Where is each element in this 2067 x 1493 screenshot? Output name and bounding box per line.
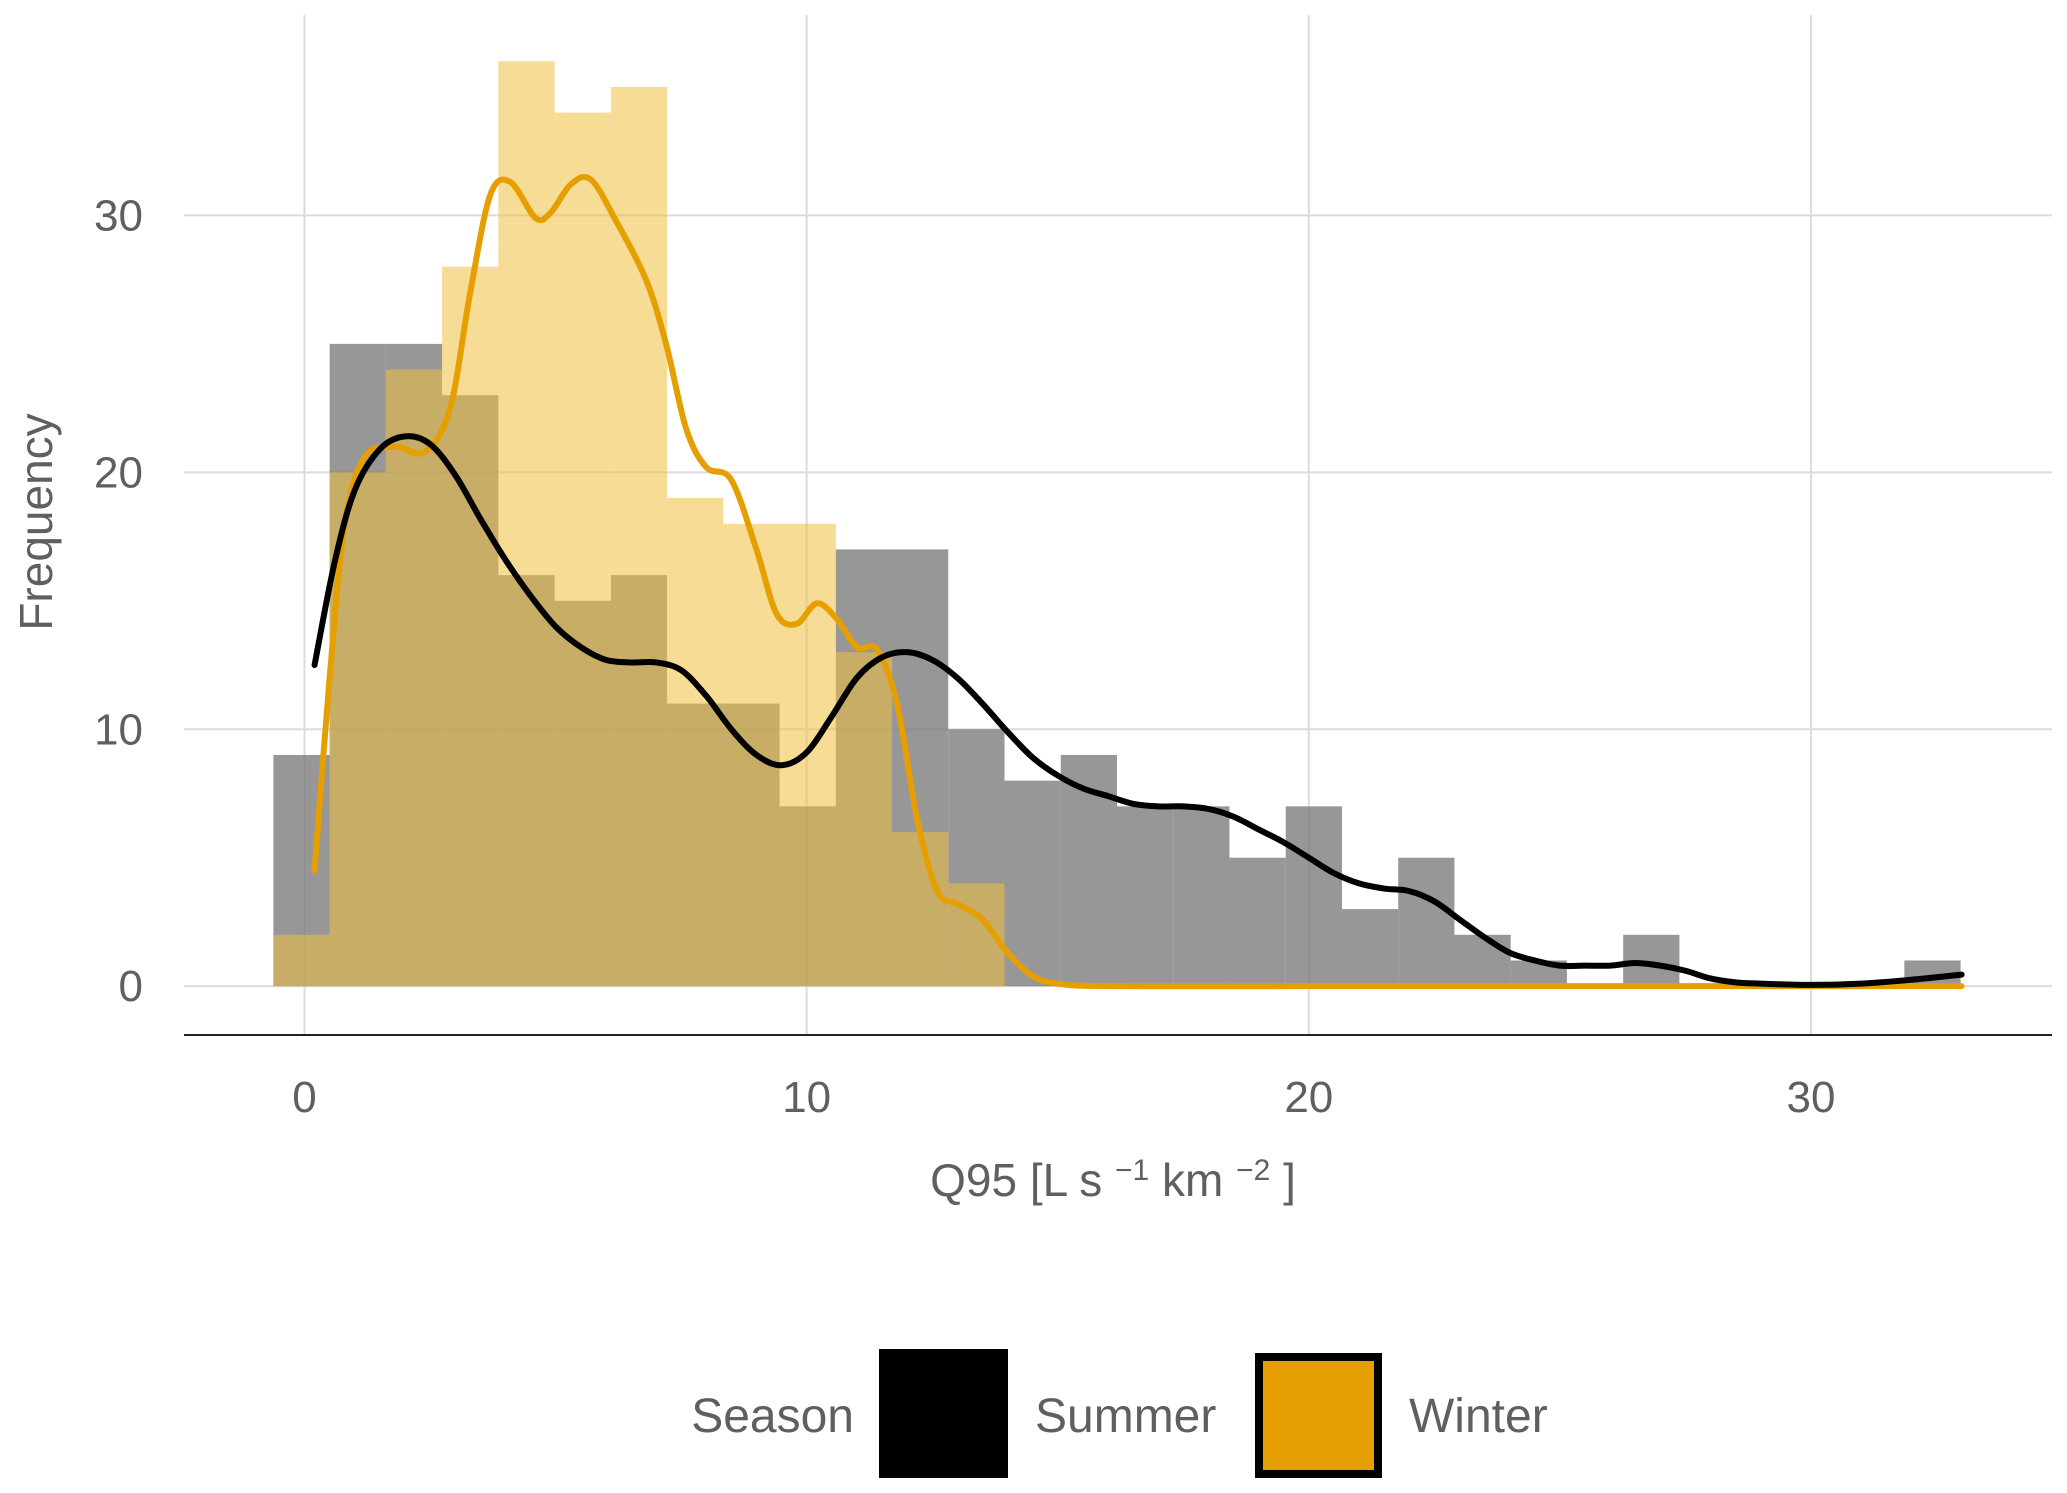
winter-bar-0 [273,934,330,987]
summer-bar-18 [1285,806,1342,987]
x-axis-title-units-exp2: −2 [1236,1154,1270,1187]
y-tick-label-0: 0 [119,962,143,1011]
y-tick-labels: 0 10 20 30 [94,191,143,1011]
x-tick-label-3: 30 [1786,1073,1835,1122]
x-tick-label-1: 10 [782,1073,831,1122]
x-axis-title-units-open: [L s [1030,1154,1102,1206]
density-curves [311,173,1965,990]
legend-title: Season [691,1390,854,1443]
x-axis-title-units-exp1: −1 [1115,1154,1149,1187]
legend-key-summer [879,1349,1008,1478]
legend-label-winter: Winter [1409,1390,1548,1443]
winter-bar-2 [385,369,443,987]
legend-label-summer: Summer [1035,1390,1216,1443]
x-axis-title-units-mid: km [1162,1154,1223,1206]
y-tick-label-1: 10 [94,705,143,754]
x-axis-title-main: Q95 [930,1154,1017,1206]
summer-bar-17 [1229,857,1286,987]
x-axis-title-units-close: ] [1283,1154,1296,1206]
summer-bar-21 [1454,934,1511,987]
winter-bar-3 [442,266,499,987]
winter-bars [273,61,1005,987]
summer-bar-19 [1341,909,1399,987]
summer-bar-20 [1398,857,1455,987]
legend-key-winter [1255,1353,1382,1478]
y-tick-label-2: 20 [94,448,143,497]
x-tick-label-2: 20 [1284,1073,1333,1122]
x-tick-labels: 0 10 20 30 [292,1073,1835,1122]
winter-bar-11 [892,832,949,987]
summer-bar-16 [1173,806,1230,987]
winter-bar-5 [554,112,611,987]
summer-bar-15 [1116,806,1174,987]
winter-bar-7 [667,498,724,987]
summer-density-line [311,433,1965,988]
winter-bar-10 [835,652,893,987]
y-tick-label-3: 30 [94,191,143,240]
x-tick-label-0: 0 [292,1073,316,1122]
summer-bar-13 [1004,780,1061,987]
x-axis-title: Q95 [L s −1 km −2 ] [930,1154,1296,1207]
winter-bar-6 [610,86,668,987]
legend: Season Summer Winter [691,1349,1548,1478]
winter-density-line [311,173,1965,990]
y-axis-title: Frequency [10,413,62,630]
